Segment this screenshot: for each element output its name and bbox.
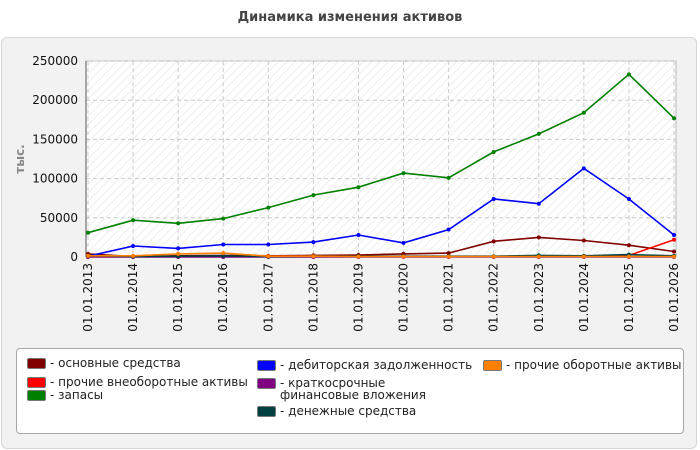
data-point (491, 254, 496, 259)
x-tick-label: 01.01.2014 (126, 263, 140, 332)
legend-label: - прочие оборотные активы (506, 358, 682, 372)
data-point (266, 254, 271, 259)
legend-label: - денежные средства (280, 404, 417, 418)
legend-item: - дебиторская задолженность (257, 359, 472, 371)
data-point (356, 254, 361, 259)
x-tick-label: 01.01.2013 (81, 263, 95, 332)
y-tick-label: 50000 (40, 211, 78, 225)
x-tick-label: 01.01.2026 (667, 263, 681, 332)
data-point (626, 196, 631, 201)
legend-item: - прочие оборотные активы (483, 359, 682, 371)
x-tick-label: 01.01.2021 (442, 263, 456, 332)
data-point (536, 235, 541, 240)
data-point (491, 196, 496, 201)
data-point (86, 253, 90, 258)
data-point (672, 233, 676, 238)
data-point (491, 239, 496, 244)
legend-swatch (27, 358, 46, 369)
data-point (311, 254, 316, 259)
data-point (626, 254, 631, 259)
x-tick-label: 01.01.2015 (171, 263, 185, 332)
legend-swatch (257, 406, 276, 417)
data-point (401, 240, 406, 245)
data-point (446, 175, 451, 180)
legend-item: - краткосрочные финансовые вложения (257, 377, 467, 401)
y-tick-label: 150000 (32, 132, 78, 146)
legend-swatch (257, 378, 276, 389)
data-point (131, 253, 136, 258)
data-point (672, 254, 676, 259)
data-point (672, 116, 676, 121)
data-point (311, 240, 316, 245)
legend-item: - основные средства (27, 357, 181, 369)
data-point (221, 242, 226, 247)
data-point (581, 254, 586, 259)
x-tick-label: 01.01.2017 (261, 263, 275, 332)
data-point (536, 201, 541, 206)
data-point (266, 242, 271, 247)
y-axis-label: тыс. (13, 144, 27, 173)
data-point (626, 243, 631, 248)
legend-label: - дебиторская задолженность (280, 358, 473, 372)
data-point (221, 253, 226, 258)
legend-label: - запасы (50, 388, 104, 402)
x-tick-label: 01.01.2020 (397, 263, 411, 332)
legend-label: - краткосрочные финансовые вложения (280, 376, 426, 402)
data-point (311, 193, 316, 198)
series-line (88, 252, 674, 258)
data-point (176, 251, 181, 256)
chart-legend: - основные средства - прочие внеоборотные… (16, 348, 684, 434)
legend-label: - основные средства (50, 356, 181, 370)
data-point (221, 216, 226, 221)
data-point (401, 171, 406, 176)
data-point (131, 244, 136, 249)
data-point (401, 254, 406, 259)
data-point (356, 233, 361, 238)
data-point (266, 205, 271, 210)
legend-swatch (27, 377, 46, 388)
data-point (176, 246, 181, 251)
data-point (221, 251, 226, 256)
y-tick-label: 250000 (32, 54, 78, 68)
legend-item: - прочие внеоборотные активы (27, 376, 248, 388)
legend-item: - денежные средства (257, 405, 416, 417)
data-point (581, 238, 586, 243)
chart-title: Динамика изменения активов (237, 10, 463, 25)
x-tick-label: 01.01.2019 (351, 263, 365, 332)
x-tick-label: 01.01.2022 (487, 263, 501, 332)
x-tick-label: 01.01.2016 (216, 263, 230, 332)
data-point (86, 230, 90, 235)
legend-label: - прочие внеоборотные активы (50, 375, 248, 389)
y-tick-label: 100000 (32, 172, 78, 186)
data-point (176, 221, 181, 226)
data-point (626, 72, 631, 77)
data-point (672, 237, 676, 242)
x-tick-label: 01.01.2018 (306, 263, 320, 332)
x-tick-label: 01.01.2025 (622, 263, 636, 332)
series-line (87, 167, 675, 257)
series-line (87, 73, 675, 234)
data-point (446, 227, 451, 232)
data-point (446, 254, 451, 259)
data-point (536, 254, 541, 259)
legend-swatch (27, 390, 46, 401)
data-point (536, 131, 541, 136)
data-point (672, 249, 676, 254)
y-tick-label: 200000 (32, 93, 78, 107)
data-point (356, 185, 361, 190)
data-point (131, 218, 136, 223)
data-point (581, 110, 586, 115)
plot-area (85, 60, 677, 258)
legend-swatch (483, 360, 502, 371)
x-tick-label: 01.01.2023 (532, 263, 546, 332)
legend-swatch (257, 360, 276, 371)
x-tick-label: 01.01.2024 (577, 263, 591, 332)
y-tick-label: 0 (70, 250, 78, 264)
data-point (581, 166, 586, 171)
data-point (491, 149, 496, 154)
data-point (446, 251, 451, 256)
legend-item: - запасы (27, 389, 103, 401)
